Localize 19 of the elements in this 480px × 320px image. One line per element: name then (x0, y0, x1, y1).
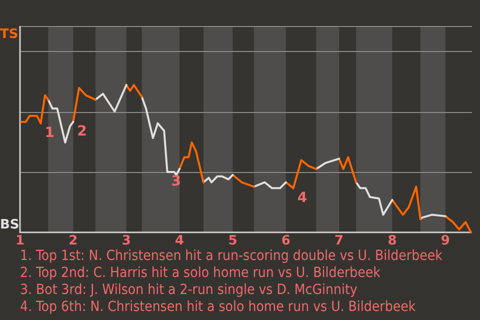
x-tick-label: 4 (175, 234, 184, 249)
x-tick-label: 6 (281, 234, 290, 249)
x-tick-label: 7 (334, 234, 344, 249)
text: TS (0, 26, 18, 42)
text: 2. Top 2nd: C. Harris hit a solo home run vs U. Bilderbeek (20, 265, 382, 282)
annotation: 1 (44, 124, 54, 141)
annotation: 2 (77, 123, 87, 140)
x-tick-label: 1 (15, 234, 25, 249)
text: 1. Top 1st: N. Christensen hit a run-scoring double vs U. Bilderbeek (20, 248, 442, 265)
text: 4. Top 6th: N. Christensen hit a solo home run vs U. Bilderbeek (20, 299, 417, 316)
x-tick-label: 5 (228, 234, 238, 249)
x-tick-label: 2 (68, 234, 78, 249)
annotation: 3 (171, 174, 182, 190)
text: 3. Bot 3rd: J. Wilson hit a 2-run single vs D. McGinnity (20, 282, 358, 299)
x-tick-label: 9 (440, 234, 450, 249)
annotation: 4 (297, 190, 308, 206)
x-tick-label: 3 (122, 234, 131, 249)
text: BS (0, 217, 20, 232)
x-tick-label: 8 (388, 234, 397, 249)
